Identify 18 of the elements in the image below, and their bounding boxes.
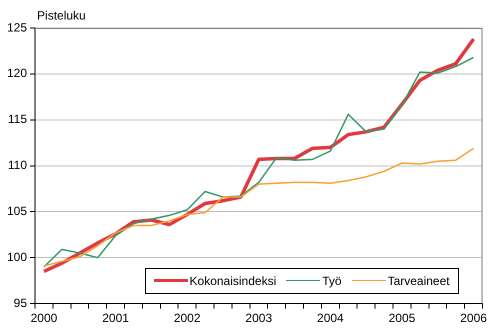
y-tick-label: 120: [6, 66, 28, 80]
legend-label: Kokonaisindeksi: [190, 274, 276, 288]
y-tick-label: 100: [6, 250, 28, 264]
y-tick-label: 125: [6, 20, 28, 34]
y-tick-label: 95: [14, 296, 28, 310]
x-tick-label: 2000: [30, 311, 58, 326]
y-axis-title: Pisteluku: [37, 8, 86, 22]
x-tick-label: 2004: [317, 311, 344, 326]
y-tick-label: 115: [8, 112, 28, 126]
x-tick-label: 2003: [245, 311, 272, 326]
x-tick-label: 2006: [460, 311, 488, 326]
legend-label: Työ: [322, 274, 342, 288]
x-tick-label: 2002: [174, 311, 201, 326]
y-tick-label: 110: [8, 158, 28, 172]
legend-label: Tarveaineet: [388, 274, 450, 288]
x-tick-label: 2005: [388, 311, 416, 326]
y-tick-label: 105: [6, 204, 28, 218]
x-tick-label: 2001: [102, 311, 130, 326]
